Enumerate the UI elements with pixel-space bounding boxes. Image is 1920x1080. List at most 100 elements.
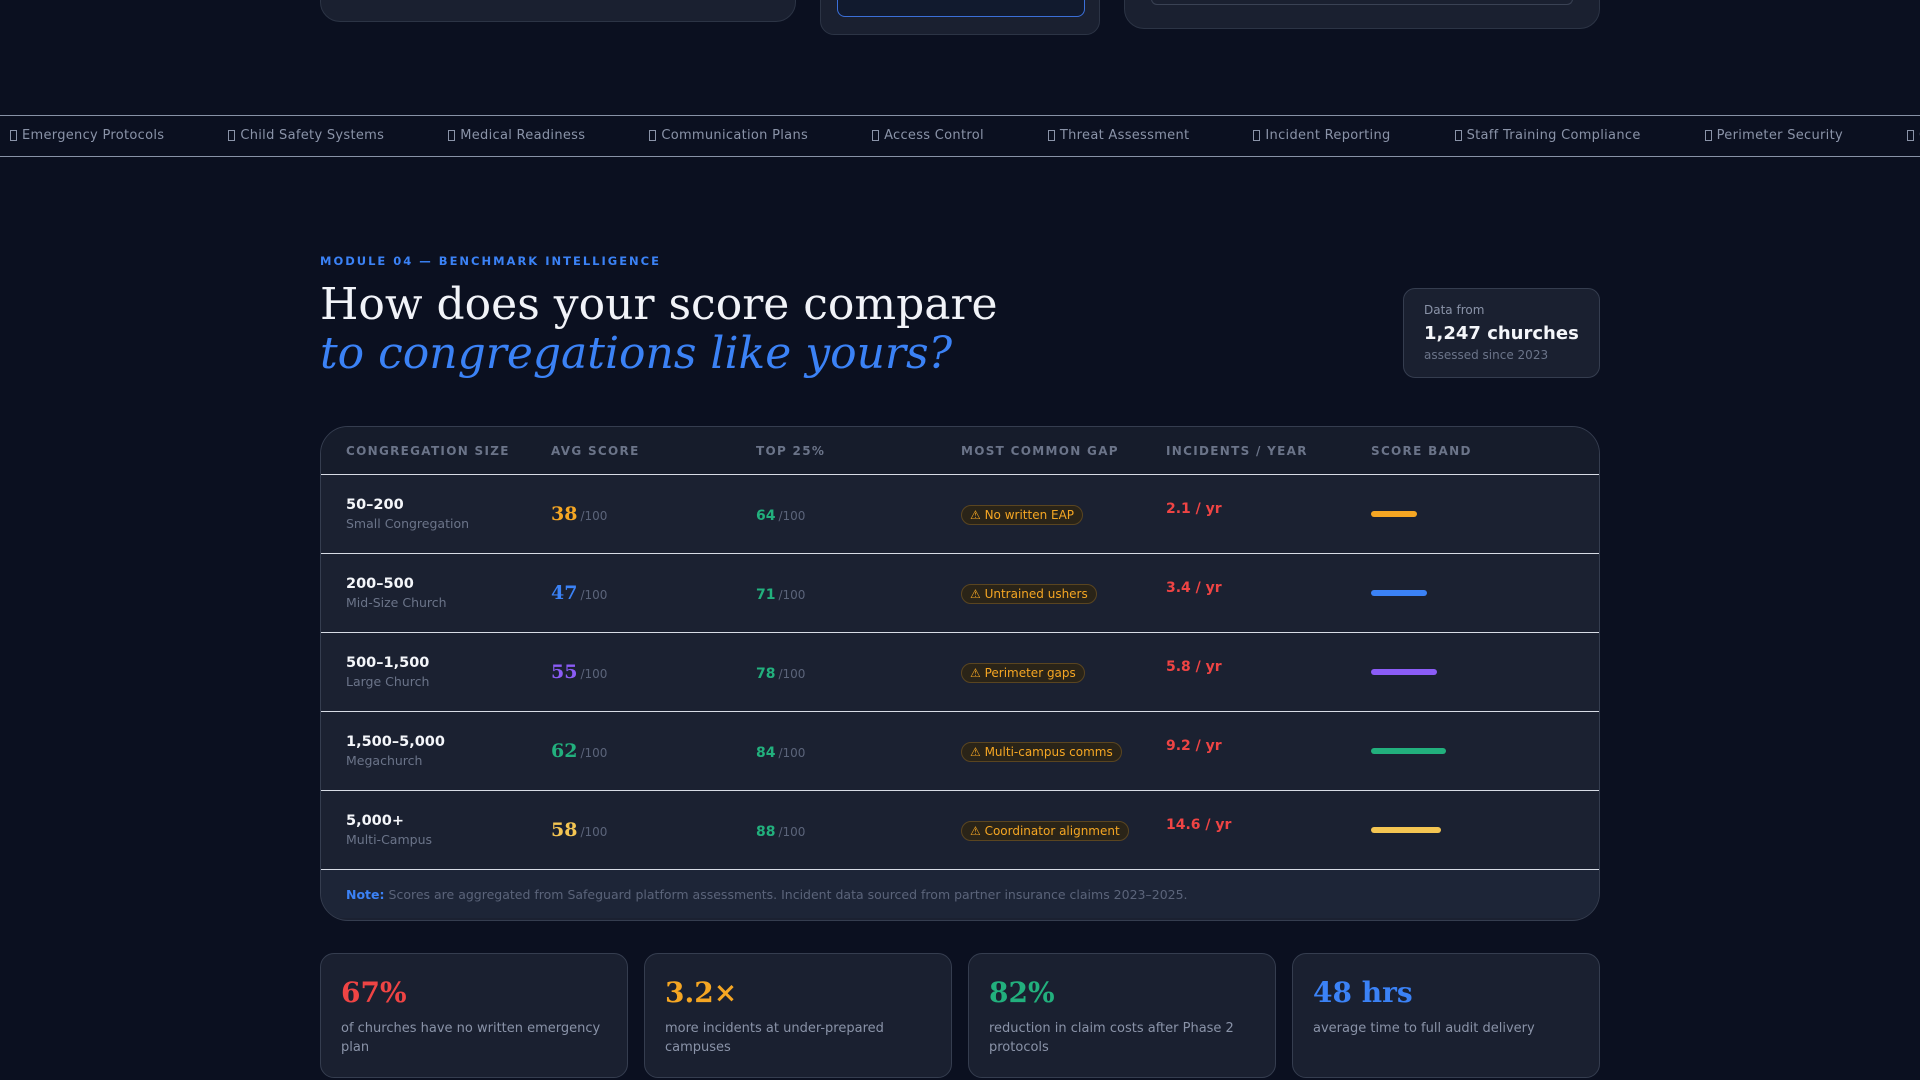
cell-band [1371, 590, 1551, 596]
cell-incidents: 14.6 / yr [1166, 817, 1371, 833]
placeholder-icon [1253, 130, 1261, 141]
ticker-item: Came [1906, 128, 1920, 143]
ticker-label: Emergency Protocols [22, 128, 165, 143]
stat-card: 3.2× more incidents at under-prepared cam… [644, 953, 952, 1078]
download-scorecard-button[interactable]: Download Free Scorecard PDF [837, 0, 1085, 17]
cell-incidents: 3.4 / yr [1166, 580, 1371, 596]
avg-score: 47 [551, 582, 578, 604]
top-of: /100 [778, 824, 806, 839]
ticker-label: Child Safety Systems [240, 128, 385, 143]
ticker-item: Threat Assessment [1047, 128, 1190, 143]
ticker-item: Access Control [872, 128, 984, 143]
cell-size: 200–500 Mid-Size Church [346, 576, 551, 610]
placeholder-icon [1047, 130, 1055, 141]
score-band-bar [1371, 827, 1442, 833]
placeholder-icon [448, 130, 456, 141]
table-note: Note: Scores are aggregated from Safegua… [321, 870, 1599, 918]
table-row: 5,000+ Multi-Campus 58/100 88/100 ⚠ Coordina… [321, 791, 1599, 870]
top-card-middle: Download Free Scorecard PDF [820, 0, 1100, 35]
cell-top: 78/100 [756, 663, 961, 682]
cell-top: 64/100 [756, 505, 961, 524]
table-row: 50–200 Small Congregation 38/100 64/100 ⚠ No… [321, 475, 1599, 554]
cell-avg: 55/100 [551, 661, 756, 683]
ticker-label: Staff Training Compliance [1466, 128, 1641, 143]
avg-of: /100 [580, 746, 608, 760]
cell-band [1371, 827, 1551, 833]
score-band-track [1371, 669, 1531, 675]
stat-card: 48 hrs average time to full audit deliver… [1292, 953, 1600, 1078]
ticker-item: Communication Plans [649, 128, 808, 143]
ticker-item: Staff Training Compliance [1454, 128, 1641, 143]
th-avg: AVG SCORE [551, 443, 640, 458]
size-label: 5,000+ [346, 813, 405, 829]
incidents-value: 14.6 / yr [1166, 817, 1232, 833]
score-band-bar [1371, 748, 1447, 754]
top-score: 84 [756, 744, 776, 761]
ticker-item: Incident Reporting [1253, 128, 1390, 143]
incidents-value: 2.1 / yr [1166, 501, 1222, 517]
note-label: Note: [346, 886, 385, 902]
title-line-2: to congregations like yours? [320, 328, 953, 379]
score-band-track [1371, 827, 1531, 833]
avg-score: 58 [551, 819, 578, 841]
score-band-bar [1371, 590, 1427, 596]
size-label: 50–200 [346, 497, 404, 513]
top-score: 88 [756, 823, 776, 840]
stat-desc: of churches have no written emergency pl… [341, 1021, 601, 1055]
cell-band [1371, 748, 1551, 754]
cell-avg: 58/100 [551, 819, 756, 841]
size-label: 1,500–5,000 [346, 734, 445, 750]
top-card-input[interactable] [1151, 0, 1573, 5]
cell-band [1371, 669, 1551, 675]
topic-ticker: Emergency Protocols Child Safety Systems M… [0, 115, 1920, 157]
placeholder-icon [1454, 130, 1462, 141]
avg-of: /100 [580, 509, 608, 523]
ticker-label: Incident Reporting [1265, 128, 1391, 143]
ticker-label: Communication Plans [661, 128, 809, 143]
th-size: CONGREGATION SIZE [346, 443, 510, 458]
placeholder-icon [649, 130, 657, 141]
incidents-value: 9.2 / yr [1166, 738, 1222, 754]
ticker-item: Child Safety Systems [228, 128, 384, 143]
data-source-value: 1,247 churches [1424, 323, 1579, 344]
cell-top: 88/100 [756, 821, 961, 840]
top-score: 71 [756, 586, 776, 603]
table-row: 500–1,500 Large Church 55/100 78/100 ⚠ Perim… [321, 633, 1599, 712]
avg-of: /100 [580, 825, 608, 839]
stat-value: 67% [341, 976, 407, 1009]
cell-incidents: 5.8 / yr [1166, 659, 1371, 675]
cell-top: 84/100 [756, 742, 961, 761]
top-of: /100 [778, 587, 806, 602]
placeholder-icon [228, 130, 236, 141]
note-text: Scores are aggregated from Safeguard pla… [388, 886, 1188, 902]
top-of: /100 [778, 745, 806, 760]
avg-score: 55 [551, 661, 578, 683]
placeholder-icon [1906, 130, 1914, 141]
table-row: 1,500–5,000 Megachurch 62/100 84/100 ⚠ Multi… [321, 712, 1599, 791]
th-gap: MOST COMMON GAP [961, 443, 1119, 458]
incidents-value: 5.8 / yr [1166, 659, 1222, 675]
top-of: /100 [778, 666, 806, 681]
title-line-1: How does your score compare [320, 279, 998, 330]
score-band-track [1371, 590, 1531, 596]
incidents-value: 3.4 / yr [1166, 580, 1222, 596]
ticker-label: Threat Assessment [1059, 128, 1190, 143]
avg-score: 38 [551, 503, 578, 525]
gap-badge: ⚠ Coordinator alignment [961, 820, 1129, 841]
cell-incidents: 2.1 / yr [1166, 501, 1371, 517]
th-incidents: INCIDENTS / YEAR [1166, 443, 1308, 458]
table-header: CONGREGATION SIZE AVG SCORE TOP 25% MOST… [321, 427, 1599, 475]
stat-desc: reduction in claim costs after Phase 2 p… [989, 1021, 1234, 1055]
ticker-item: Medical Readiness [448, 128, 585, 143]
cell-size: 1,500–5,000 Megachurch [346, 734, 551, 768]
th-band: SCORE BAND [1371, 443, 1472, 458]
stat-desc: average time to full audit delivery [1313, 1021, 1535, 1036]
ticker-label: Access Control [884, 128, 984, 143]
cell-size: 500–1,500 Large Church [346, 655, 551, 689]
ticker-item: Perimeter Security [1704, 128, 1843, 143]
gap-badge: ⚠ Perimeter gaps [961, 662, 1085, 683]
cell-gap: ⚠ Perimeter gaps [961, 662, 1166, 683]
placeholder-icon [10, 130, 17, 141]
size-label: 500–1,500 [346, 655, 430, 671]
gap-badge: ⚠ No written EAP [961, 504, 1084, 525]
